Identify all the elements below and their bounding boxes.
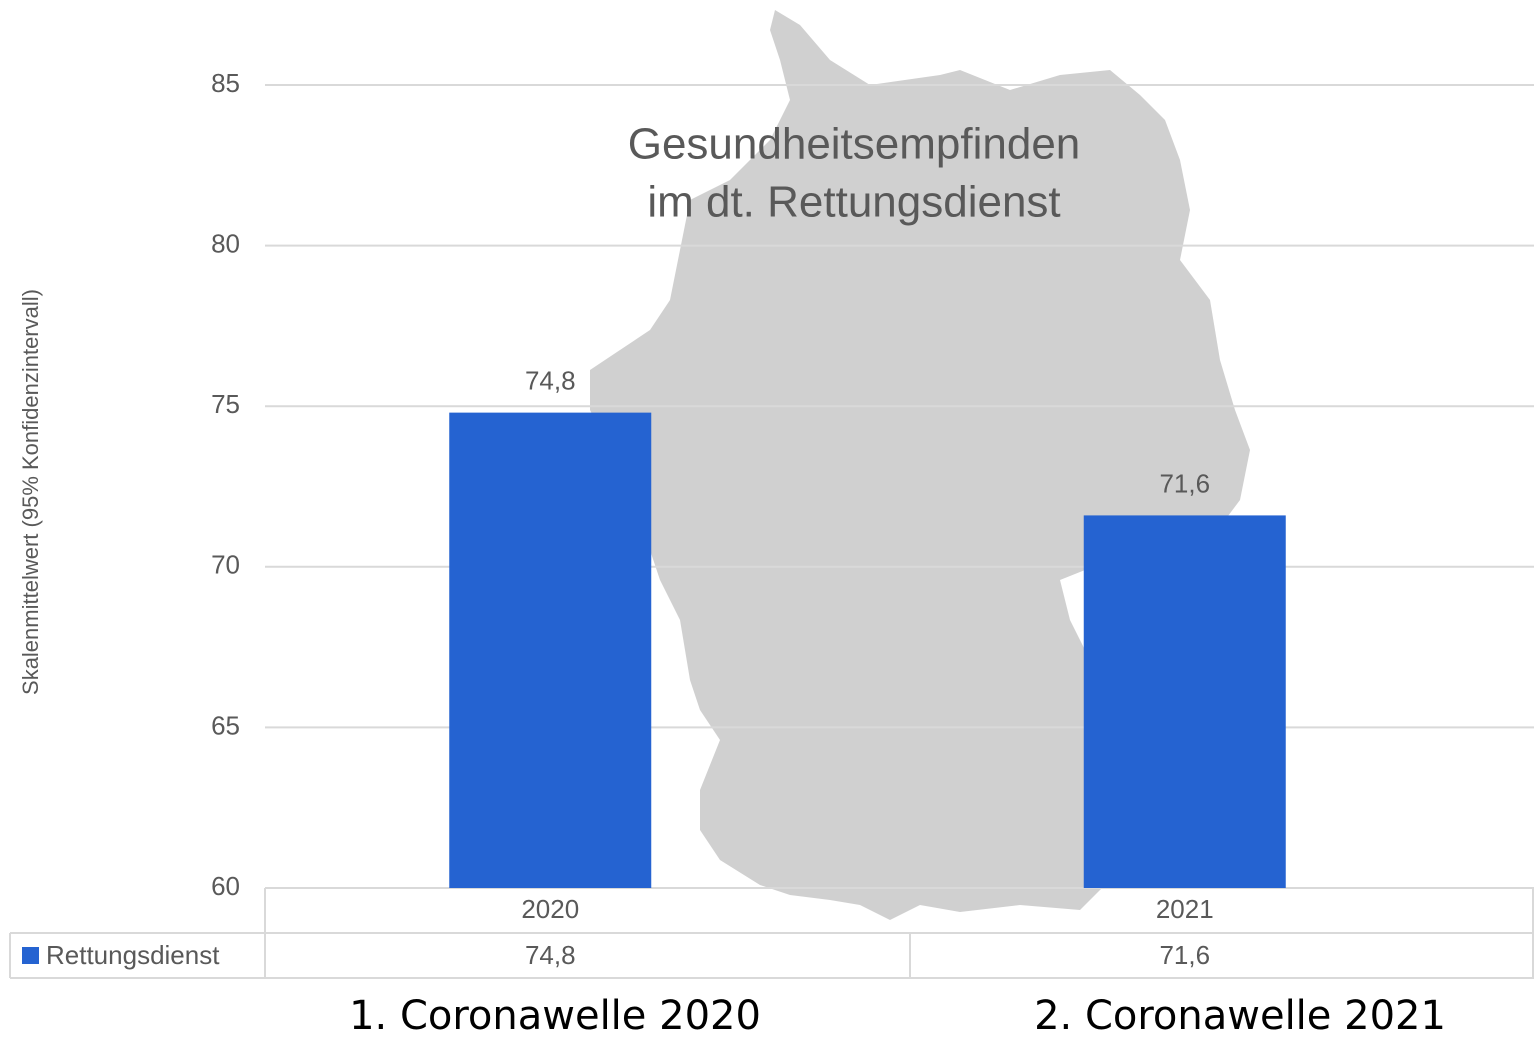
y-tick-label: 75: [211, 389, 240, 419]
data-label: 74,8: [525, 365, 576, 395]
y-tick-label: 65: [211, 710, 240, 740]
bar: [1083, 515, 1286, 888]
y-tick-label: 60: [211, 871, 240, 901]
x-tick-label: 2020: [521, 894, 579, 924]
annotation: 2. Coronawelle 2021: [1034, 993, 1446, 1038]
data-label: 71,6: [1159, 468, 1210, 498]
chart-title: im dt. Rettungsdienst: [647, 178, 1060, 227]
bar: [449, 412, 652, 888]
chart-title: Gesundheitsempfinden: [628, 120, 1081, 169]
table-value: 71,6: [1159, 940, 1210, 970]
legend-swatch: [22, 947, 39, 964]
legend-label: Rettungsdienst: [46, 940, 220, 970]
y-tick-label: 70: [211, 550, 240, 580]
annotation: 1. Coronawelle 2020: [349, 993, 761, 1038]
table-value: 74,8: [525, 940, 576, 970]
y-tick-label: 85: [211, 68, 240, 98]
y-tick-label: 80: [211, 228, 240, 258]
y-axis-label: Skalenmittelwert (95% Konfidenzintervall…: [18, 289, 43, 695]
x-tick-label: 2021: [1156, 894, 1214, 924]
